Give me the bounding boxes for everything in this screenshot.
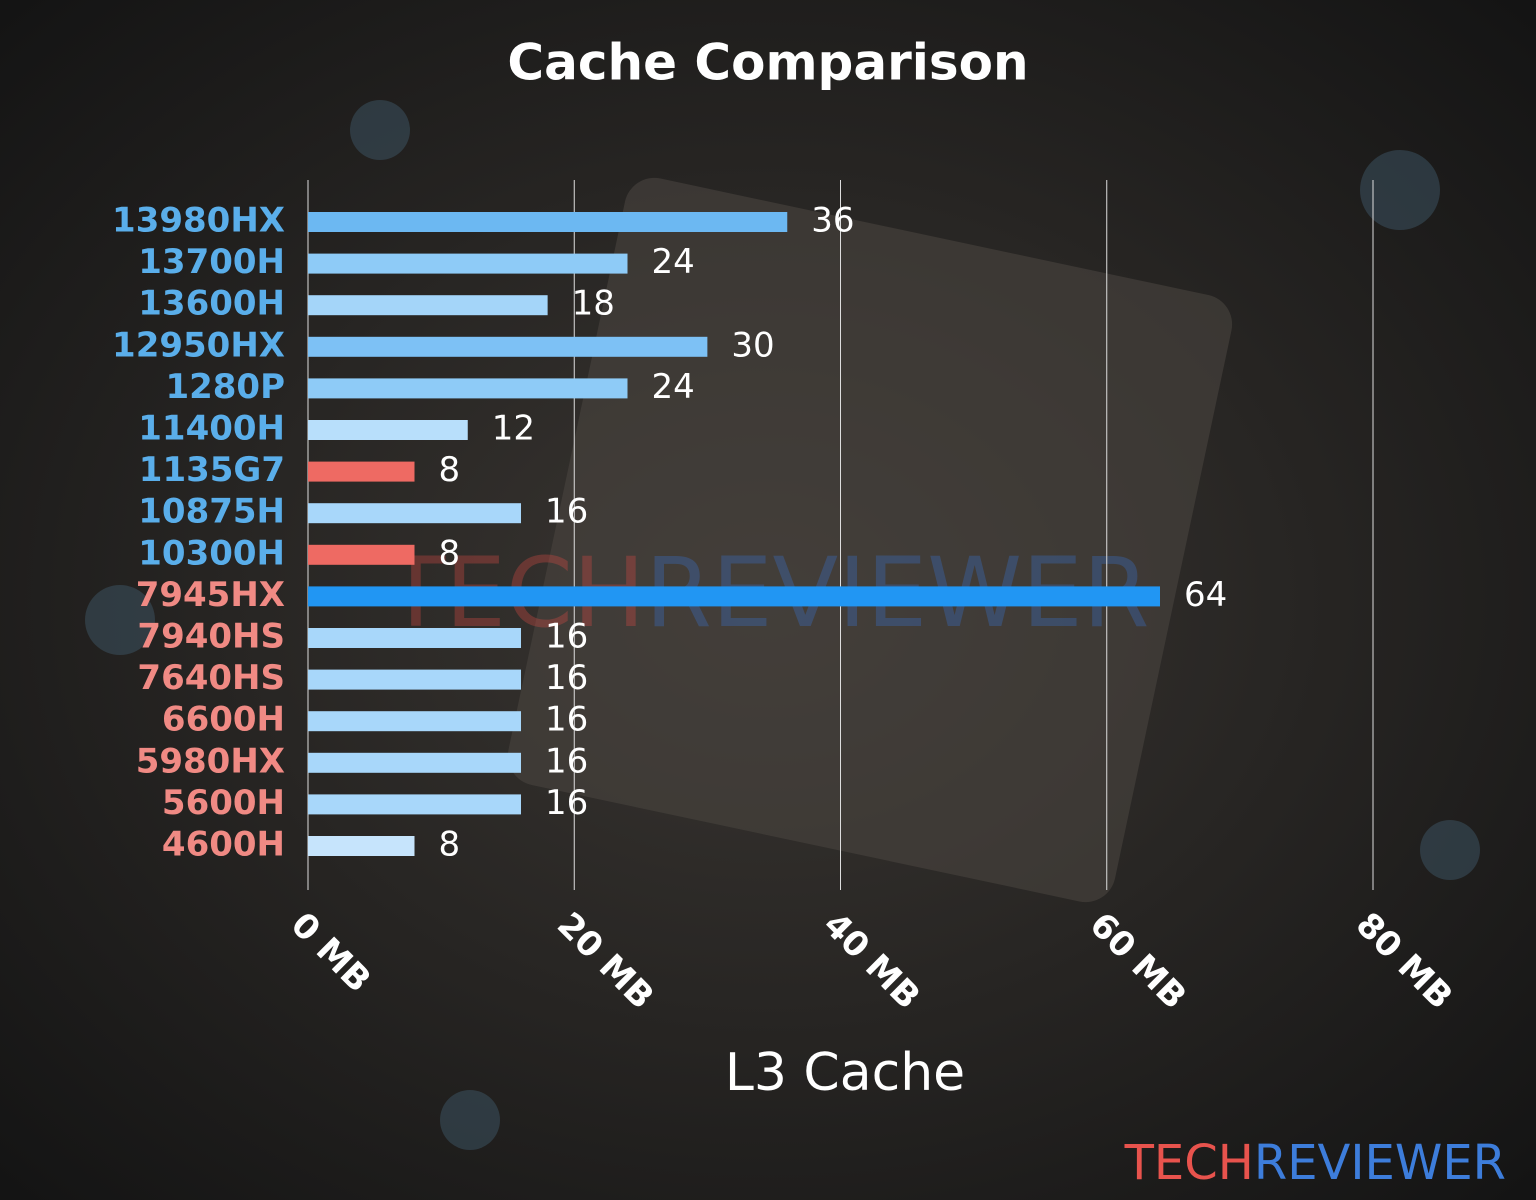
bar <box>308 628 521 648</box>
y-tick-label: 10875H <box>138 492 285 532</box>
value-label: 16 <box>545 492 588 532</box>
y-tick-label: 12950HX <box>112 325 285 365</box>
value-label: 8 <box>439 450 461 490</box>
value-label: 30 <box>731 325 774 365</box>
y-tick-label: 6600H <box>162 700 285 740</box>
logo-part: REVIEWER <box>1254 1135 1506 1191</box>
value-label: 36 <box>811 201 854 241</box>
logo: TECHREVIEWER <box>1124 1135 1506 1191</box>
value-label: 16 <box>545 783 588 823</box>
bar <box>308 420 468 440</box>
bar <box>308 586 1160 607</box>
bar <box>308 752 521 773</box>
bar <box>308 295 548 316</box>
y-tick-label: 1135G7 <box>139 450 285 490</box>
cpu-shape <box>507 177 1233 903</box>
value-label: 64 <box>1184 575 1227 615</box>
value-label: 16 <box>545 617 588 657</box>
value-label: 24 <box>652 242 695 282</box>
bar <box>308 544 415 565</box>
y-tick-label: 7940HS <box>137 617 285 657</box>
bar <box>308 336 708 357</box>
value-label: 16 <box>545 658 588 698</box>
y-tick-label: 11400H <box>138 409 285 449</box>
bar <box>308 461 415 482</box>
x-axis-label: L3 Cache <box>725 1043 965 1103</box>
bar <box>308 794 521 815</box>
y-tick-label: 5600H <box>162 783 285 823</box>
chart-title: Cache Comparison <box>507 34 1028 92</box>
bar <box>308 711 521 732</box>
bar <box>308 378 628 399</box>
value-label: 18 <box>572 284 615 324</box>
y-tick-label: 7640HS <box>137 658 285 698</box>
y-tick-label: 13700H <box>138 242 285 282</box>
y-tick-label: 13980HX <box>112 201 285 241</box>
bar <box>308 212 788 232</box>
value-label: 12 <box>492 409 535 449</box>
y-tick-label: 5980HX <box>136 741 285 781</box>
bar <box>308 669 521 690</box>
y-tick-label: 7945HX <box>136 575 285 615</box>
y-tick-label: 10300H <box>138 533 285 573</box>
y-tick-label: 13600H <box>138 284 285 324</box>
bar <box>308 253 628 274</box>
bar <box>308 836 415 856</box>
value-label: 16 <box>545 741 588 781</box>
bar <box>308 503 521 524</box>
value-label: 8 <box>439 825 461 865</box>
logo-part: TECH <box>1124 1135 1254 1191</box>
value-label: 16 <box>545 700 588 740</box>
value-label: 24 <box>652 367 695 407</box>
y-tick-label: 4600H <box>162 825 285 865</box>
y-tick-label: 1280P <box>165 367 285 407</box>
bg-dots <box>85 100 1480 1150</box>
value-label: 8 <box>439 533 461 573</box>
